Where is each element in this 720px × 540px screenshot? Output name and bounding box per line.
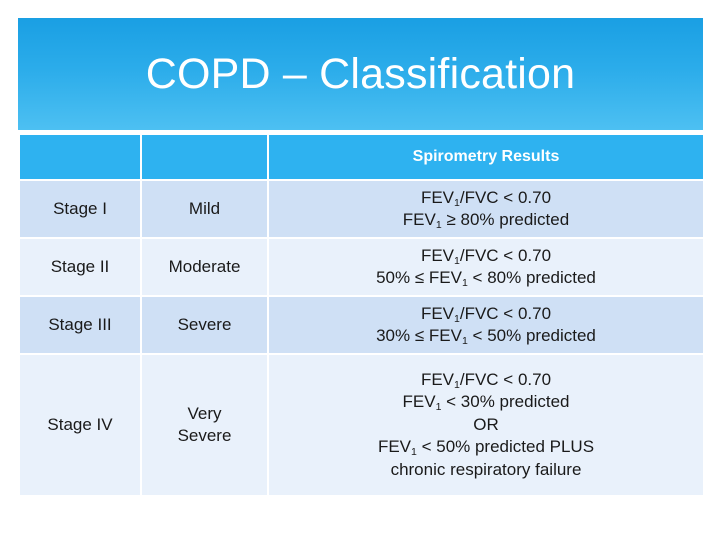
spirometry-line-subscript: 1 [435,401,442,414]
cell-severity: Moderate [140,237,269,297]
table-header: Spirometry Results [18,133,705,181]
spirometry-line-pre: 50% ≤ FEV [376,268,462,287]
spirometry-line-post: < 50% predicted [467,326,596,345]
spirometry-line-post: /FVC < 0.70 [459,303,552,323]
column-header-spirometry: Spirometry Results [267,133,705,181]
severity-line: Very [187,403,222,423]
cell-stage: Stage II [18,237,142,297]
spirometry-line-post: < 30% predicted [441,392,570,412]
page-title: COPD – Classification [145,49,576,98]
spirometry-line-pre: FEV [402,210,436,229]
spirometry-line-post: /FVC < 0.70 [459,245,552,265]
severity-line: Severe [177,426,232,445]
spirometry-line-subscript: 1 [461,276,468,289]
spirometry-line-subscript: 1 [454,196,460,209]
table-row: Stage I Mild FEV1/FVC < 0.70 FEV1 ≥ 80% pre… [18,179,705,239]
spirometry-line: OR [269,414,703,436]
spirometry-line: FEV1/FVC < 0.70 [269,303,703,325]
cell-severity: Severe [140,295,269,355]
cell-spirometry: FEV1/FVC < 0.70 FEV1 ≥ 80% predicted [267,179,705,239]
spirometry-line-subscript: 1 [454,378,460,391]
copd-classification-table: Spirometry Results Stage I Mild FEV1/FVC <… [18,133,705,497]
cell-stage: Stage IV [18,353,142,497]
spirometry-line: chronic respiratory failure [269,459,703,481]
spirometry-line-subscript: 1 [411,446,417,459]
spirometry-line-post: /FVC < 0.70 [459,187,552,207]
spirometry-line-post: ≥ 80% predicted [441,210,570,229]
cell-severity: Very Severe [140,353,269,497]
spirometry-line: FEV1/FVC < 0.70 [269,369,703,391]
spirometry-line-post: /FVC < 0.70 [459,369,552,389]
table-row: Stage III Severe FEV1/FVC < 0.70 30% ≤ FEV1… [18,295,705,355]
spirometry-line: 50% ≤ FEV1 < 80% predicted [269,267,703,289]
spirometry-line-subscript: 1 [461,334,468,347]
spirometry-line-subscript: 1 [454,312,460,325]
spirometry-line-pre: FEV [420,245,454,265]
cell-spirometry: FEV1/FVC < 0.70 50% ≤ FEV1 < 80% predicte… [267,237,705,297]
table-row: Stage IV Very Severe FEV1/FVC < 0.70 FEV1 < … [18,353,705,497]
title-banner: COPD – Classification [18,18,703,130]
spirometry-line: FEV1/FVC < 0.70 [269,245,703,267]
spirometry-line-pre: FEV [420,303,454,323]
spirometry-line-pre: FEV [377,437,411,457]
cell-stage: Stage I [18,179,142,239]
spirometry-line-pre: FEV [420,187,454,207]
spirometry-line: FEV1 < 30% predicted [269,391,703,413]
spirometry-line-post: < 50% predicted PLUS [416,437,595,457]
spirometry-line: FEV1 < 50% predicted PLUS [269,436,703,458]
table-row: Stage II Moderate FEV1/FVC < 0.70 50% ≤ FEV… [18,237,705,297]
cell-stage: Stage III [18,295,142,355]
table-header-row: Spirometry Results [18,133,705,181]
table-body: Stage I Mild FEV1/FVC < 0.70 FEV1 ≥ 80% pre… [18,179,705,497]
column-header-severity [140,133,269,181]
spirometry-line-pre: FEV [402,392,436,412]
spirometry-line-pre: chronic respiratory failure [390,459,582,479]
spirometry-line: 30% ≤ FEV1 < 50% predicted [269,325,703,347]
cell-spirometry: FEV1/FVC < 0.70 30% ≤ FEV1 < 50% predicte… [267,295,705,355]
cell-spirometry: FEV1/FVC < 0.70 FEV1 < 30% predicted OR FEV… [267,353,705,497]
spirometry-line: FEV1 ≥ 80% predicted [269,209,703,231]
spirometry-line-pre: 30% ≤ FEV [376,326,462,345]
cell-severity: Mild [140,179,269,239]
spirometry-line-subscript: 1 [454,254,460,267]
spirometry-line-pre: OR [473,414,499,434]
spirometry-line-subscript: 1 [435,218,442,231]
spirometry-line: FEV1/FVC < 0.70 [269,187,703,209]
spirometry-line-pre: FEV [420,369,454,389]
spirometry-line-post: < 80% predicted [467,268,596,287]
column-header-stage [18,133,142,181]
